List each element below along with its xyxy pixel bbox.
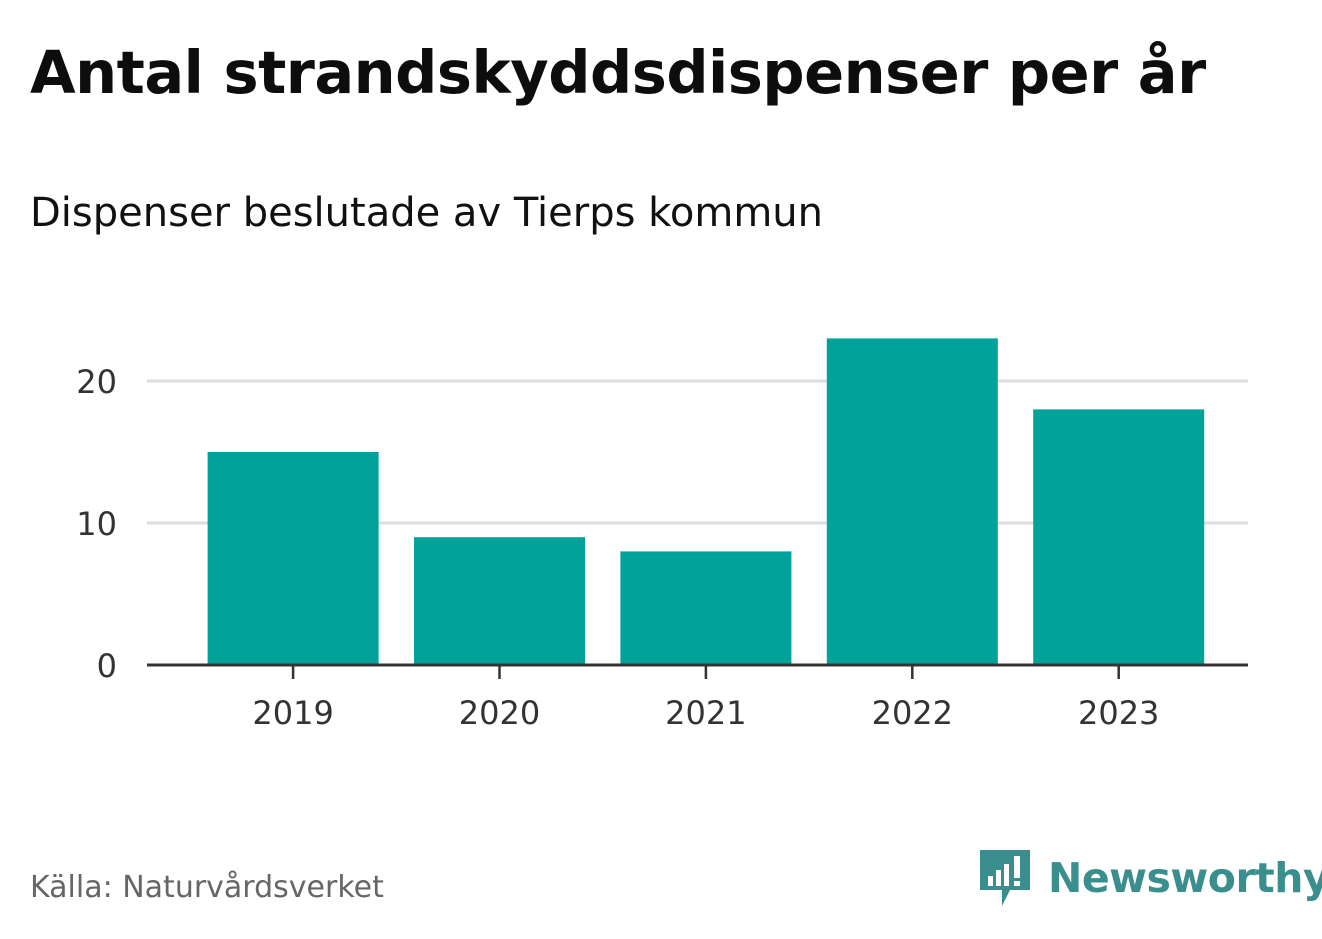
- bar-2020: [414, 537, 585, 665]
- x-tick-label: 2023: [1078, 694, 1159, 732]
- x-tick-label: 2022: [872, 694, 953, 732]
- axes: [147, 663, 1248, 679]
- newsworthy-logo-icon: [980, 850, 1030, 906]
- source-note: Källa: Naturvårdsverket: [30, 870, 384, 905]
- bar-2019: [207, 452, 379, 665]
- y-tick-label: 10: [76, 505, 117, 543]
- tick-labels: 0 10 20 2019 2020 2021 2022 2023: [76, 363, 1159, 732]
- chart-title: Antal strandskyddsdispenser per år: [30, 38, 1206, 107]
- x-tick-label: 2019: [252, 694, 333, 732]
- newsworthy-brand: Newsworthy: [980, 848, 1322, 908]
- x-tick-label: 2020: [459, 694, 540, 732]
- bar-2021: [620, 551, 792, 665]
- bar-2023: [1033, 409, 1205, 665]
- bars: [207, 338, 1205, 665]
- brand-name: Newsworthy: [1048, 854, 1322, 902]
- chart-subtitle: Dispenser beslutade av Tierps kommun: [30, 190, 823, 236]
- bar-2022: [826, 338, 998, 665]
- y-tick-label: 0: [97, 647, 117, 685]
- x-tick-label: 2021: [665, 694, 746, 732]
- y-tick-label: 20: [76, 363, 117, 401]
